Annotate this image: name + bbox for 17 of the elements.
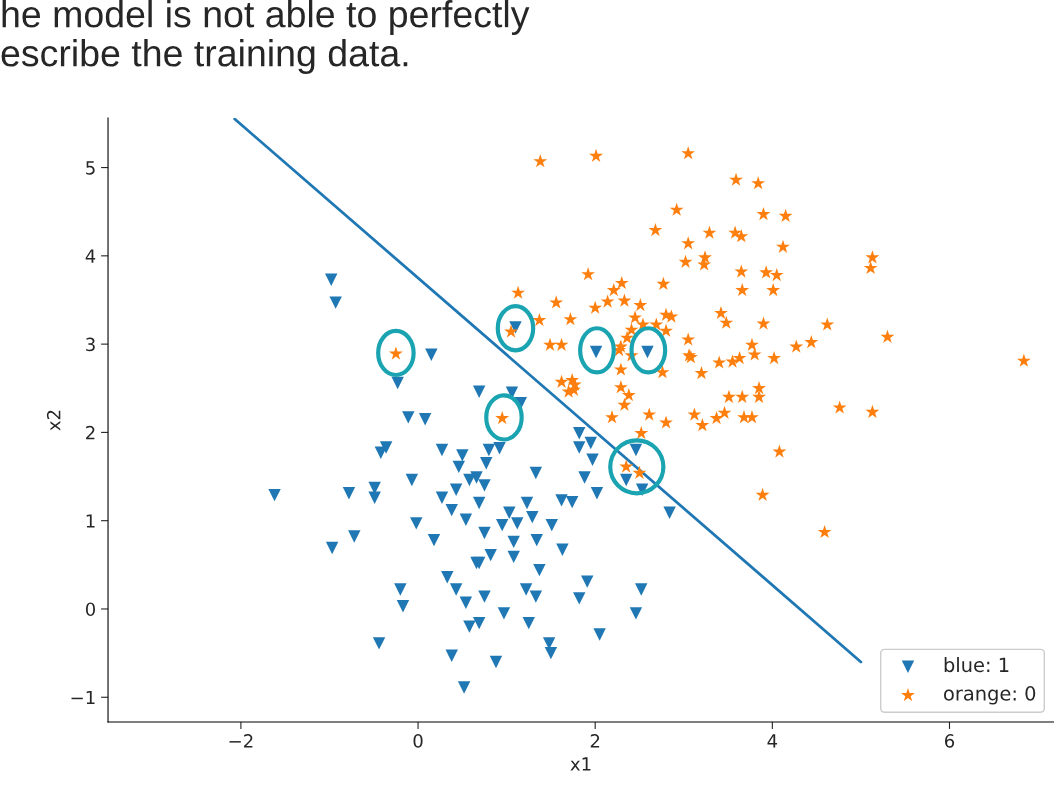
- y-tick-label: 0: [85, 602, 96, 617]
- x-tick-label: 2: [590, 734, 600, 748]
- x-tick-label: 4: [767, 734, 778, 748]
- x-tick-label: 0: [413, 734, 423, 748]
- y-tick-label: 1: [86, 514, 95, 528]
- legend-label: blue: 1: [944, 657, 1009, 673]
- y-tick-label: −1: [71, 690, 95, 705]
- text: he model is not able to perfectly escribe the training data.: [1, 0, 530, 74]
- y-tick-label: 2: [86, 425, 95, 440]
- y-tick-label: 5: [86, 161, 95, 175]
- y-tick-label: 3: [86, 337, 95, 352]
- x-axis-title: x1: [570, 757, 591, 771]
- legend-label: orange: 0: [944, 686, 1036, 705]
- x-tick-label: 6: [945, 734, 955, 748]
- x-tick-label: −2: [229, 734, 253, 748]
- y-tick-label: 4: [85, 249, 96, 263]
- y-axis-title: x2: [46, 410, 61, 431]
